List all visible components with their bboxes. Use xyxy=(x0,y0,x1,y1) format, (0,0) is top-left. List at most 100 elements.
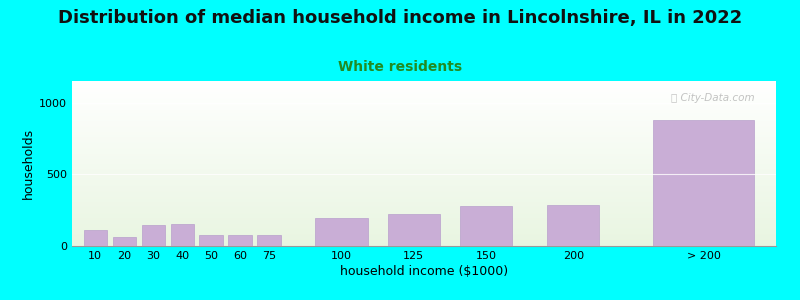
Bar xyxy=(72,110,776,111)
Bar xyxy=(72,147,776,148)
Bar xyxy=(72,125,776,126)
Bar xyxy=(72,94,776,95)
Bar xyxy=(72,108,776,109)
Bar xyxy=(72,228,776,229)
Bar xyxy=(72,135,776,136)
Bar xyxy=(72,81,776,82)
Bar xyxy=(72,208,776,209)
Bar xyxy=(170,224,194,246)
Bar xyxy=(72,227,776,228)
Bar xyxy=(72,120,776,121)
Bar xyxy=(72,104,776,105)
Bar xyxy=(72,157,776,158)
Bar xyxy=(72,187,776,188)
Bar xyxy=(653,120,754,246)
Bar xyxy=(83,230,106,246)
Bar xyxy=(72,217,776,218)
Bar xyxy=(72,177,776,178)
Y-axis label: households: households xyxy=(22,128,35,199)
Bar xyxy=(72,220,776,221)
Bar xyxy=(72,82,776,83)
Bar xyxy=(72,131,776,132)
Bar xyxy=(72,174,776,175)
Bar xyxy=(72,117,776,118)
Bar xyxy=(72,204,776,205)
Bar xyxy=(72,184,776,185)
Bar xyxy=(72,152,776,153)
Bar xyxy=(72,169,776,170)
Bar xyxy=(72,83,776,84)
Bar xyxy=(72,191,776,192)
Bar xyxy=(72,225,776,226)
Bar xyxy=(72,106,776,107)
Bar xyxy=(72,114,776,115)
Bar xyxy=(388,214,440,246)
Bar xyxy=(72,238,776,239)
Bar xyxy=(72,207,776,208)
Bar xyxy=(72,155,776,156)
Bar xyxy=(72,105,776,106)
Text: ⓘ City-Data.com: ⓘ City-Data.com xyxy=(671,92,755,103)
Bar xyxy=(72,112,776,113)
Bar xyxy=(72,193,776,194)
Bar xyxy=(72,134,776,135)
Bar xyxy=(72,203,776,204)
Bar xyxy=(72,175,776,176)
Bar xyxy=(72,164,776,165)
Bar xyxy=(72,84,776,85)
Bar xyxy=(72,111,776,112)
Bar xyxy=(72,160,776,161)
Bar xyxy=(113,237,136,246)
Bar xyxy=(72,146,776,147)
Bar xyxy=(72,107,776,108)
Bar xyxy=(72,213,776,214)
Bar xyxy=(72,97,776,98)
Bar xyxy=(72,162,776,163)
Bar xyxy=(72,198,776,199)
Bar xyxy=(72,212,776,213)
Bar xyxy=(72,122,776,123)
Bar xyxy=(72,87,776,88)
Bar xyxy=(72,195,776,196)
Bar xyxy=(72,92,776,93)
Bar xyxy=(72,98,776,99)
Bar xyxy=(72,194,776,195)
Bar xyxy=(460,206,512,246)
Bar xyxy=(72,86,776,87)
Text: White residents: White residents xyxy=(338,60,462,74)
Bar xyxy=(72,100,776,101)
Bar xyxy=(72,229,776,230)
Bar xyxy=(72,199,776,200)
Bar xyxy=(72,118,776,119)
Bar xyxy=(72,230,776,231)
Bar xyxy=(72,205,776,206)
Bar xyxy=(72,165,776,166)
Bar xyxy=(72,201,776,202)
Bar xyxy=(72,173,776,174)
Bar xyxy=(72,91,776,92)
Bar xyxy=(72,172,776,173)
Bar xyxy=(72,103,776,104)
Bar xyxy=(72,233,776,234)
Bar xyxy=(72,215,776,216)
Bar xyxy=(72,93,776,94)
Bar xyxy=(72,223,776,224)
Bar xyxy=(72,88,776,89)
Bar xyxy=(72,124,776,125)
Bar xyxy=(72,141,776,142)
Bar xyxy=(72,222,776,223)
Bar xyxy=(72,137,776,138)
Bar xyxy=(72,139,776,140)
Bar xyxy=(72,132,776,133)
Bar xyxy=(72,140,776,141)
Bar xyxy=(72,192,776,193)
Bar xyxy=(72,202,776,203)
Bar xyxy=(72,189,776,190)
Bar xyxy=(72,214,776,215)
Bar xyxy=(72,185,776,186)
Bar xyxy=(72,168,776,169)
Bar xyxy=(72,197,776,198)
Bar xyxy=(72,90,776,91)
Bar xyxy=(72,206,776,207)
Bar xyxy=(547,205,599,246)
